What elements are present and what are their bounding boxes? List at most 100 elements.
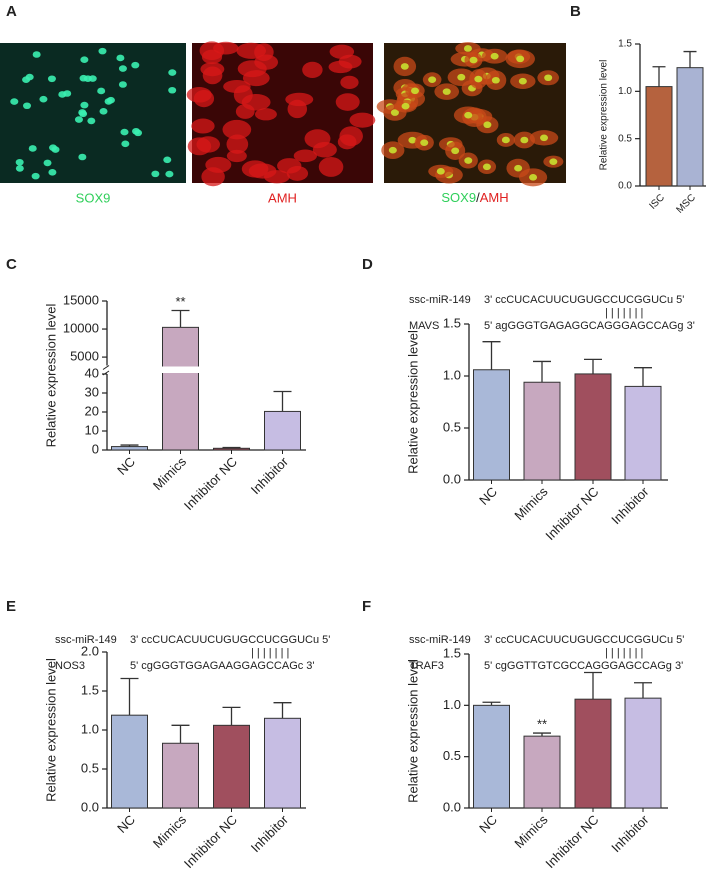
cell-body <box>201 49 223 65</box>
nucleus <box>482 163 491 171</box>
error-bar <box>634 682 652 699</box>
nucleus <box>28 145 37 152</box>
y-tick-label: 1.0 <box>443 697 461 712</box>
nucleus <box>400 63 409 70</box>
cell-body <box>329 44 355 59</box>
x-tick-label: Inhibitor NC <box>181 454 240 513</box>
nucleus <box>518 77 527 85</box>
pairing: | | | | | | | <box>605 647 643 659</box>
panel-letter: C <box>6 256 17 273</box>
y-tick-label: 5000 <box>70 349 99 364</box>
cell-body <box>196 136 220 153</box>
nucleus <box>165 170 174 178</box>
nucleus <box>43 159 52 167</box>
mirna-name: ssc-miR-149 <box>55 634 117 646</box>
nucleus <box>464 111 473 119</box>
x-tick-label: Inhibitor <box>248 811 292 855</box>
error-bar <box>533 732 551 737</box>
nucleus <box>491 76 500 84</box>
target-seq: 5' cgGGTTGTCGCCAGGGAGCCAGg 3' <box>484 660 683 672</box>
error-bar <box>683 50 697 68</box>
y-tick-label: 1.0 <box>81 721 99 736</box>
x-tick-label: NC <box>476 812 500 836</box>
x-tick-label: NC <box>476 484 500 508</box>
panel-letter: E <box>6 598 16 615</box>
y-tick-label: 0.5 <box>618 133 632 144</box>
y-tick-label: 0.0 <box>443 471 461 486</box>
nucleus <box>87 117 96 125</box>
cell-body <box>226 134 249 154</box>
y-tick-label: 0.0 <box>81 799 99 814</box>
nucleus <box>408 136 417 144</box>
panel-letter: F <box>362 598 371 615</box>
cell-body <box>302 61 323 79</box>
cell-body <box>293 149 317 163</box>
error-bar <box>273 390 292 412</box>
error-bar <box>533 360 551 383</box>
nucleus <box>83 75 92 82</box>
bar <box>264 717 301 809</box>
nucleus <box>501 136 510 144</box>
nucleus <box>80 101 89 109</box>
y-tick-label: 0.0 <box>443 799 461 814</box>
cell-body <box>205 156 232 173</box>
cell-body <box>312 141 337 158</box>
y-tick-label: 1.0 <box>618 86 632 97</box>
nucleus <box>106 96 115 104</box>
nucleus <box>58 91 67 98</box>
nucleus <box>15 165 24 172</box>
nucleus <box>132 127 141 135</box>
target-name: MAVS <box>409 320 439 332</box>
cell-body <box>337 134 357 150</box>
nucleus <box>516 55 525 63</box>
bar <box>523 381 561 481</box>
x-tick-label: Inhibitor NC <box>181 812 240 871</box>
nucleus <box>74 116 83 123</box>
nucleus <box>514 164 523 172</box>
nucleus <box>490 52 499 60</box>
axis-break <box>102 365 110 370</box>
nucleus <box>120 128 129 136</box>
bar <box>624 697 662 809</box>
y-axis-label: Relative expression level <box>43 303 58 447</box>
y-tick-label: 30 <box>85 384 99 399</box>
mirna-name: ssc-miR-149 <box>409 634 471 646</box>
label-part: SOX9 <box>441 190 476 205</box>
x-tick-label: Mimics <box>511 812 551 852</box>
x-tick-label: Mimics <box>150 812 190 852</box>
error-bar <box>120 677 139 716</box>
cell-body <box>285 92 314 107</box>
error-bar <box>634 367 652 387</box>
error-bar <box>273 702 292 719</box>
mirna-seq: 3' ccCUCACUUCUGUGCCUCGGUCu 5' <box>484 634 684 646</box>
nucleus <box>401 102 410 110</box>
nucleus <box>420 139 429 146</box>
bar <box>213 724 250 809</box>
x-tick-label: Mimics <box>511 484 551 524</box>
nucleus <box>49 144 58 151</box>
cell-body <box>349 112 376 128</box>
nucleus <box>388 146 397 154</box>
cell-body <box>254 43 274 62</box>
cell-body <box>213 41 239 55</box>
y-tick-label: 15000 <box>63 292 99 307</box>
error-bar <box>222 706 241 726</box>
nucleus <box>116 54 125 62</box>
nucleus <box>78 153 87 161</box>
cell-body <box>248 163 277 179</box>
cell-body <box>318 156 344 177</box>
panel-letter: A <box>6 3 17 20</box>
x-tick-label: Inhibitor NC <box>542 484 601 543</box>
error-bar <box>584 671 602 700</box>
x-tick-label: Mimics <box>150 454 190 494</box>
x-tick-label: NC <box>114 454 138 478</box>
target-seq: 5' agGGGTGAGAGGCAGGGAGCCAGg 3' <box>484 320 695 332</box>
cell-body <box>241 93 271 111</box>
y-tick-label: 40 <box>85 365 99 380</box>
nucleus <box>463 45 472 52</box>
mirna-seq: 3' ccCUCACUUCUGUGCCUCGGUCu 5' <box>484 294 684 306</box>
panel-letter: B <box>570 3 581 20</box>
bar <box>574 698 612 809</box>
bar <box>213 447 250 451</box>
nucleus <box>121 140 130 148</box>
